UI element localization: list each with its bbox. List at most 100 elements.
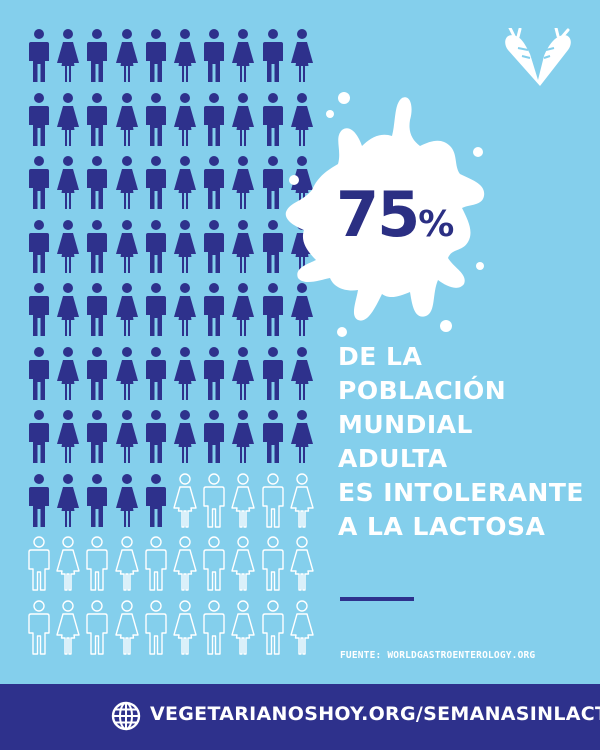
outline-female-person-icon [289, 536, 315, 592]
filled-female-person-icon [230, 92, 256, 148]
filled-female-person-icon [55, 155, 81, 211]
filled-female-person-icon [172, 28, 198, 84]
filled-male-person-icon [143, 409, 169, 465]
filled-male-person-icon [26, 346, 52, 402]
stat-unit: % [418, 204, 455, 245]
filled-male-person-icon [260, 409, 286, 465]
filled-male-person-icon [143, 473, 169, 529]
filled-female-person-icon [114, 219, 140, 275]
stat-value: 75 [336, 178, 420, 251]
filled-male-person-icon [201, 28, 227, 84]
headline-line: A LA LACTOSA [338, 512, 546, 541]
outline-female-person-icon [55, 536, 81, 592]
filled-male-person-icon [260, 282, 286, 338]
headline-line: ADULTA [338, 444, 448, 473]
filled-female-person-icon [55, 409, 81, 465]
filled-male-person-icon [84, 409, 110, 465]
filled-male-person-icon [260, 155, 286, 211]
filled-female-person-icon [114, 346, 140, 402]
filled-female-person-icon [289, 409, 315, 465]
filled-female-person-icon [230, 282, 256, 338]
outline-male-person-icon [260, 536, 286, 592]
filled-female-person-icon [55, 282, 81, 338]
filled-male-person-icon [201, 282, 227, 338]
outline-male-person-icon [26, 599, 52, 656]
filled-male-person-icon [260, 346, 286, 402]
headline-line: MUNDIAL [338, 410, 473, 439]
filled-male-person-icon [143, 346, 169, 402]
outline-female-person-icon [172, 536, 198, 592]
filled-female-person-icon [289, 282, 315, 338]
filled-male-person-icon [26, 282, 52, 338]
filled-female-person-icon [230, 28, 256, 84]
headline-line: ES INTOLERANTE [338, 478, 584, 507]
headline-text: DE LA POBLACIÓN MUNDIAL ADULTA ES INTOLE… [338, 340, 588, 544]
outline-female-person-icon [114, 536, 140, 592]
outline-female-person-icon [230, 536, 256, 592]
outline-male-person-icon [26, 536, 52, 592]
filled-female-person-icon [114, 28, 140, 84]
outline-male-person-icon [143, 536, 169, 592]
filled-male-person-icon [26, 409, 52, 465]
outline-female-person-icon [289, 599, 315, 656]
filled-male-person-icon [26, 155, 52, 211]
filled-female-person-icon [289, 92, 315, 148]
filled-female-person-icon [289, 346, 315, 402]
outline-male-person-icon [201, 472, 227, 529]
filled-male-person-icon [201, 155, 227, 211]
filled-female-person-icon [230, 346, 256, 402]
filled-male-person-icon [260, 219, 286, 275]
filled-male-person-icon [26, 92, 52, 148]
outline-male-person-icon [260, 472, 286, 529]
filled-female-person-icon [172, 409, 198, 465]
milk-splash-shape [285, 92, 485, 337]
filled-female-person-icon [172, 219, 198, 275]
filled-male-person-icon [84, 28, 110, 84]
filled-female-person-icon [114, 473, 140, 529]
filled-male-person-icon [201, 409, 227, 465]
percentage-statistic: 75% [336, 180, 456, 260]
filled-male-person-icon [143, 282, 169, 338]
filled-male-person-icon [84, 346, 110, 402]
filled-female-person-icon [289, 28, 315, 84]
outline-male-person-icon [84, 536, 110, 592]
filled-female-person-icon [55, 346, 81, 402]
filled-male-person-icon [84, 92, 110, 148]
filled-female-person-icon [114, 409, 140, 465]
filled-male-person-icon [84, 219, 110, 275]
outline-female-person-icon [230, 472, 256, 529]
filled-female-person-icon [114, 92, 140, 148]
people-pictogram-grid [26, 28, 326, 658]
outline-female-person-icon [289, 472, 315, 529]
footer-url-link[interactable]: VEGETARIANOSHOY.ORG/SEMANASINLACTEOS [150, 703, 600, 725]
outline-male-person-icon [260, 599, 286, 656]
outline-male-person-icon [143, 599, 169, 656]
outline-female-person-icon [230, 599, 256, 656]
filled-female-person-icon [230, 409, 256, 465]
outline-male-person-icon [201, 536, 227, 592]
outline-female-person-icon [172, 472, 198, 529]
filled-female-person-icon [55, 92, 81, 148]
outline-male-person-icon [201, 599, 227, 656]
filled-female-person-icon [172, 155, 198, 211]
filled-male-person-icon [84, 473, 110, 529]
filled-female-person-icon [114, 155, 140, 211]
outline-female-person-icon [114, 599, 140, 656]
filled-male-person-icon [143, 28, 169, 84]
filled-male-person-icon [26, 219, 52, 275]
filled-male-person-icon [201, 346, 227, 402]
filled-male-person-icon [260, 28, 286, 84]
filled-female-person-icon [55, 219, 81, 275]
filled-male-person-icon [26, 473, 52, 529]
footer-bar: VEGETARIANOSHOY.ORG/SEMANASINLACTEOS [0, 684, 600, 750]
headline-line: POBLACIÓN [338, 376, 507, 405]
filled-male-person-icon [201, 92, 227, 148]
headline-line: DE LA [338, 342, 423, 371]
divider-line [340, 597, 414, 601]
filled-female-person-icon [172, 282, 198, 338]
filled-male-person-icon [143, 155, 169, 211]
filled-female-person-icon [55, 28, 81, 84]
filled-female-person-icon [230, 219, 256, 275]
outline-female-person-icon [55, 599, 81, 656]
